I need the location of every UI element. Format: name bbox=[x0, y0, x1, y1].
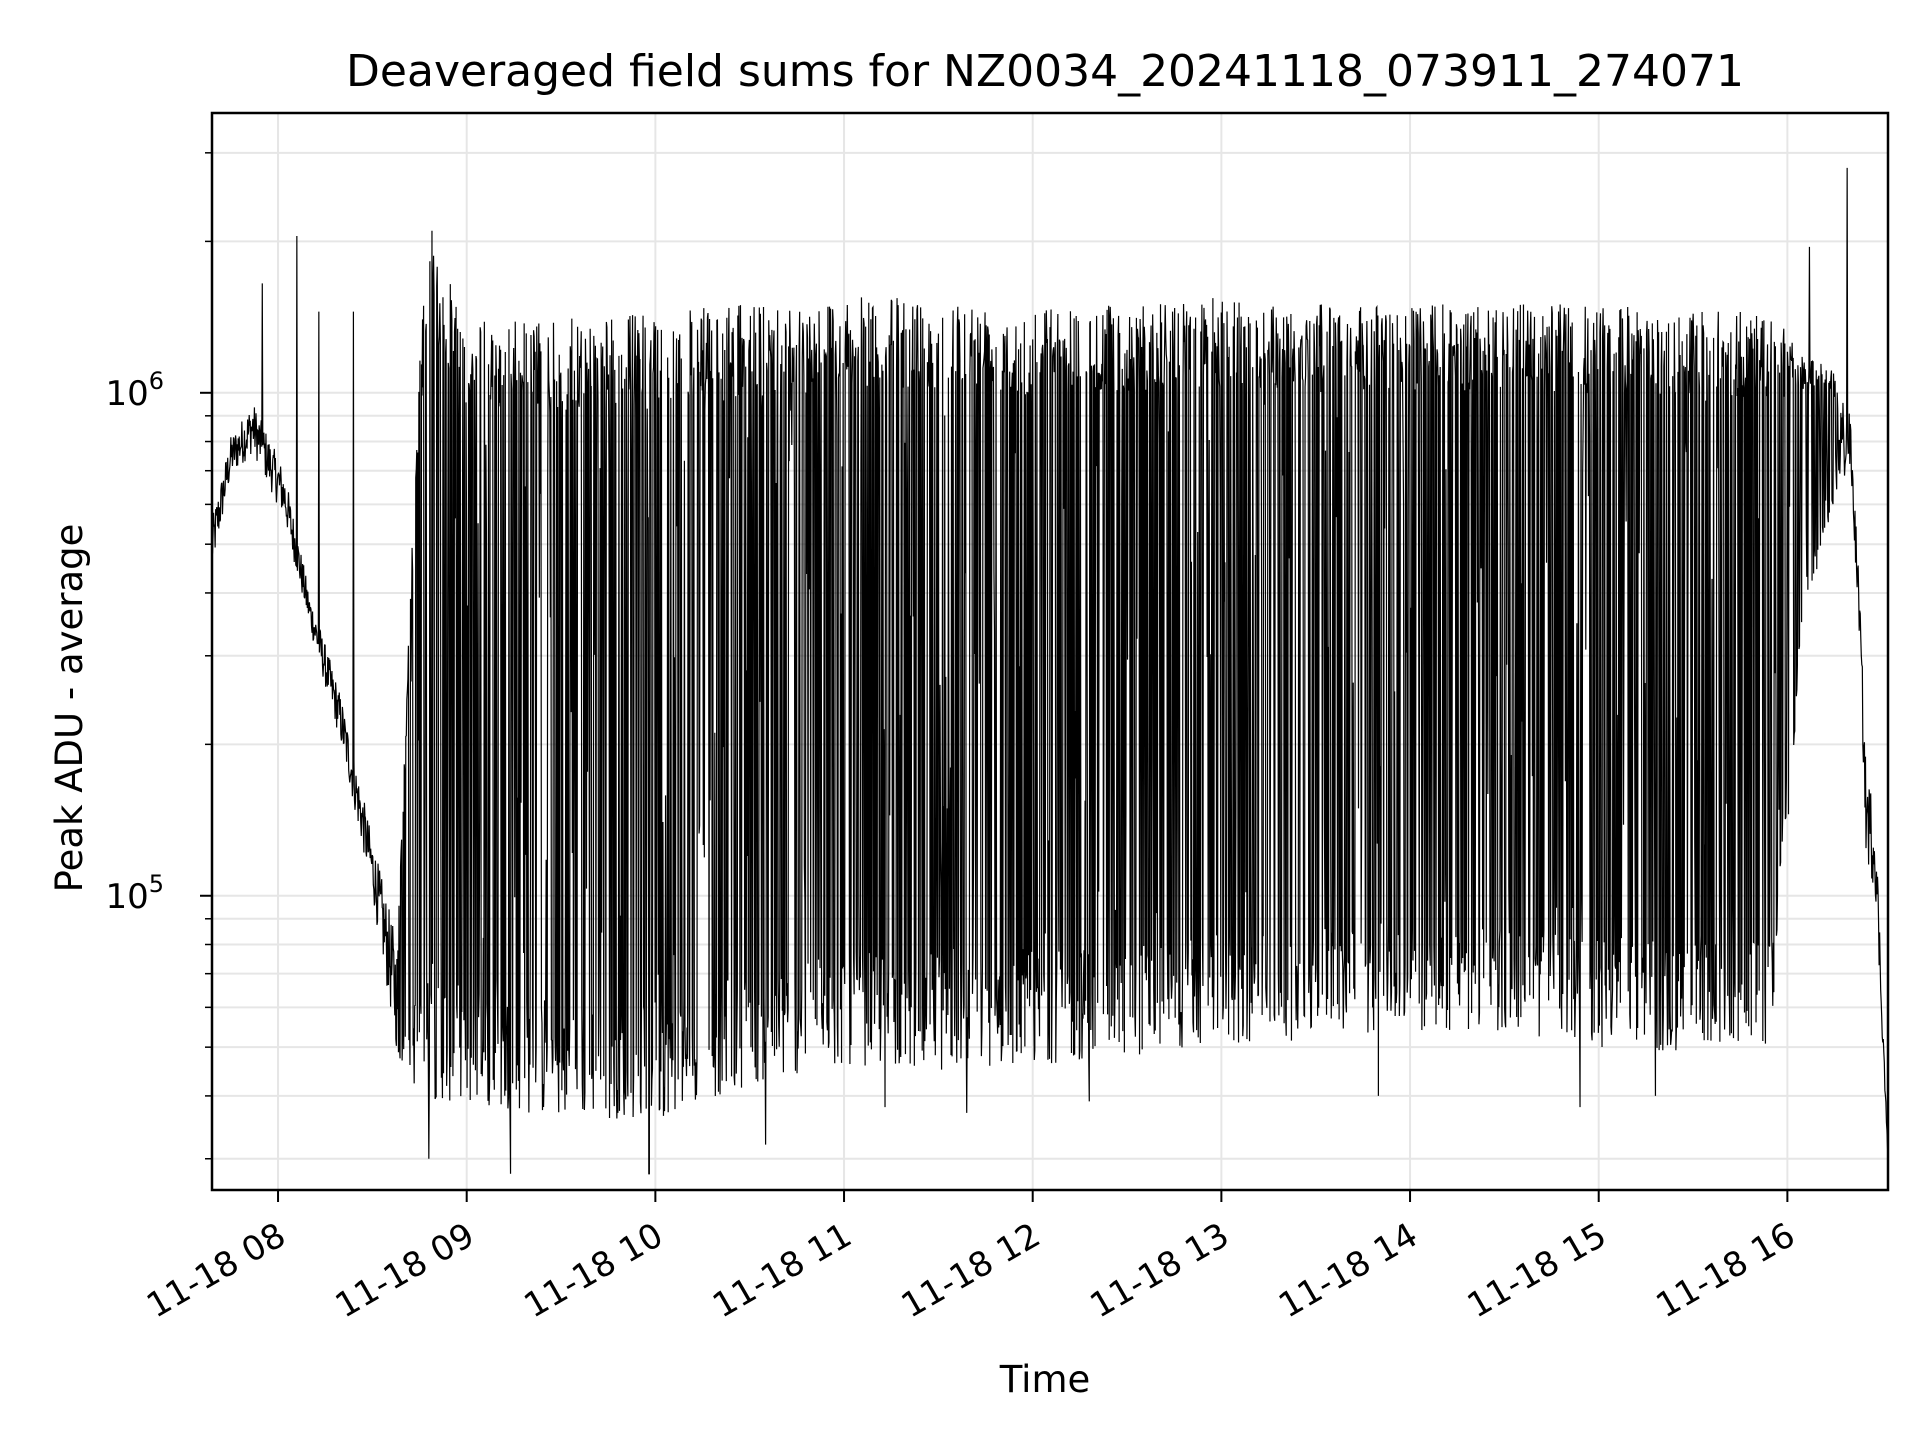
plot-frame bbox=[210, 111, 1890, 1192]
y-tick-label: 106 bbox=[105, 367, 164, 414]
x-tick-label: 11-18 08 bbox=[140, 1215, 292, 1326]
y-axis: 105 106 bbox=[105, 152, 212, 1160]
x-tick-label: 11-18 11 bbox=[706, 1215, 858, 1326]
x-tick-label: 11-18 14 bbox=[1272, 1215, 1424, 1326]
chart-title: Deaveraged field sums for NZ0034_2024111… bbox=[346, 46, 1744, 97]
x-tick-label: 11-18 16 bbox=[1649, 1215, 1801, 1326]
y-tick-label: 105 bbox=[105, 870, 164, 917]
series-line bbox=[211, 167, 1889, 1175]
x-axis-label: Time bbox=[999, 1358, 1091, 1401]
y-axis-label: Peak ADU - average bbox=[48, 524, 91, 893]
x-axis: 11-18 08 11-18 09 11-18 10 11-18 11 11-18 12… bbox=[140, 1190, 1802, 1326]
x-tick-label: 11-18 15 bbox=[1461, 1215, 1613, 1326]
x-tick-label: 11-18 12 bbox=[895, 1215, 1047, 1326]
x-tick-label: 11-18 13 bbox=[1083, 1215, 1235, 1326]
x-tick-label: 11-18 09 bbox=[329, 1215, 481, 1326]
series-path bbox=[211, 167, 1889, 1175]
x-tick-label: 11-18 10 bbox=[517, 1215, 669, 1326]
